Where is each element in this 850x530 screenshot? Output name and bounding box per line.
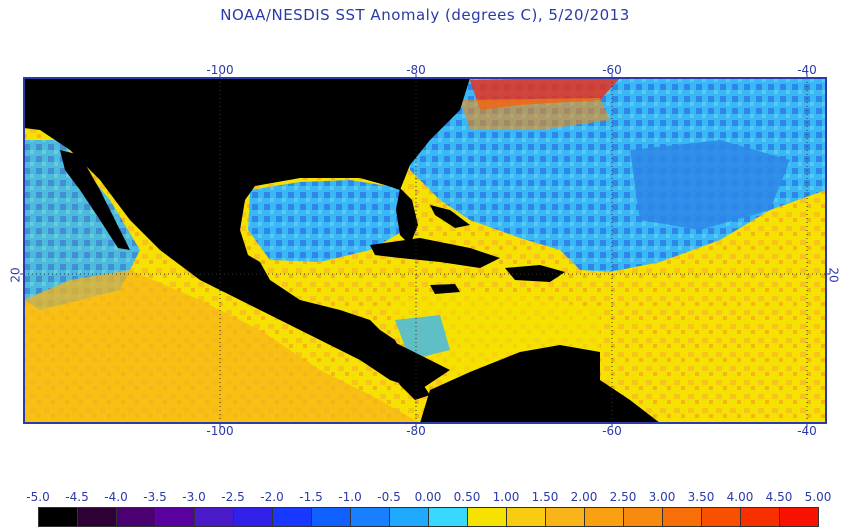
florida-land [396,188,418,245]
colorbar-swatch [233,507,273,527]
colorbar-swatch [389,507,429,527]
colorbar-swatch [623,507,663,527]
colorbar-label: -5.0 [26,490,50,504]
colorbar-label: -1.5 [299,490,323,504]
pacific-coastal-cool [24,140,140,310]
pacific-warm-band [24,270,420,423]
northeast-orange-band [460,98,610,130]
colorbar-swatch [506,507,546,527]
bahamas-land [430,205,470,228]
lon-tick-bottom: -40 [797,424,817,438]
colorbar-label: -0.5 [377,490,401,504]
colorbar-swatch [116,507,156,527]
colorbar-swatch [584,507,624,527]
colorbar-label: 2.00 [570,490,598,504]
sst-anomaly-map [20,74,830,427]
lon-tick-top: -60 [602,63,622,77]
colorbar-label: -3.5 [143,490,167,504]
lon-tick-top: -80 [406,63,426,77]
lon-tick-top: -100 [206,63,234,77]
lon-tick-top: -40 [797,63,817,77]
colorbar-swatch [272,507,312,527]
colorbar-label: 4.00 [726,490,754,504]
lon-tick-bottom: -100 [206,424,234,438]
colorbar-label: -4.5 [65,490,89,504]
colorbar-label: -4.0 [104,490,128,504]
colorbar-swatch [467,507,507,527]
colorbar-swatch [77,507,117,527]
lon-tick-bottom: -80 [406,424,426,438]
graticule [24,78,826,423]
colorbar-label: -1.0 [338,490,362,504]
map-frame-border [23,77,827,424]
colorbar-swatch [155,507,195,527]
baja-california-land [60,150,130,250]
colorbar-label: -2.5 [221,490,245,504]
cuba-land [370,238,500,268]
map-title: NOAA/NESDIS SST Anomaly (degrees C), 5/2… [220,6,630,24]
atlantic-cold-core [630,140,790,230]
colorbar-label: 0.00 [414,490,442,504]
hispaniola-land [505,265,565,282]
colorbar-swatch [428,507,468,527]
colorbar-swatch [350,507,390,527]
colorbar-label: 1.50 [531,490,559,504]
colorbar-label: 4.50 [765,490,793,504]
colorbar-swatch [545,507,585,527]
colorbar-swatch [740,507,780,527]
north-america-land [24,78,470,390]
colorbar-label: -2.0 [260,490,284,504]
caribbean-cool-spots [395,315,450,360]
tick-marks [20,74,830,427]
gulf-cool-patch [248,180,405,262]
colorbar-label: 2.50 [609,490,637,504]
colorbar-swatch [38,507,78,527]
jamaica-land [430,284,460,294]
colorbar-label: 1.00 [492,490,520,504]
colorbar-swatch [701,507,741,527]
colorbar-label: 0.50 [453,490,481,504]
colorbar-label: 3.50 [687,490,715,504]
colorbar-label: 3.00 [648,490,676,504]
colorbar-swatch [662,507,702,527]
colorbar-swatch [194,507,234,527]
colorbar-label: 5.00 [804,490,832,504]
lon-tick-bottom: -60 [602,424,622,438]
south-america-land [420,345,660,423]
colorbar-swatch [779,507,819,527]
colorbar-swatch [311,507,351,527]
colorbar-label: -3.0 [182,490,206,504]
